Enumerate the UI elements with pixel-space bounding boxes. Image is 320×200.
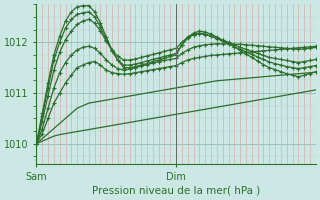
X-axis label: Pression niveau de la mer( hPa ): Pression niveau de la mer( hPa ): [92, 186, 260, 196]
